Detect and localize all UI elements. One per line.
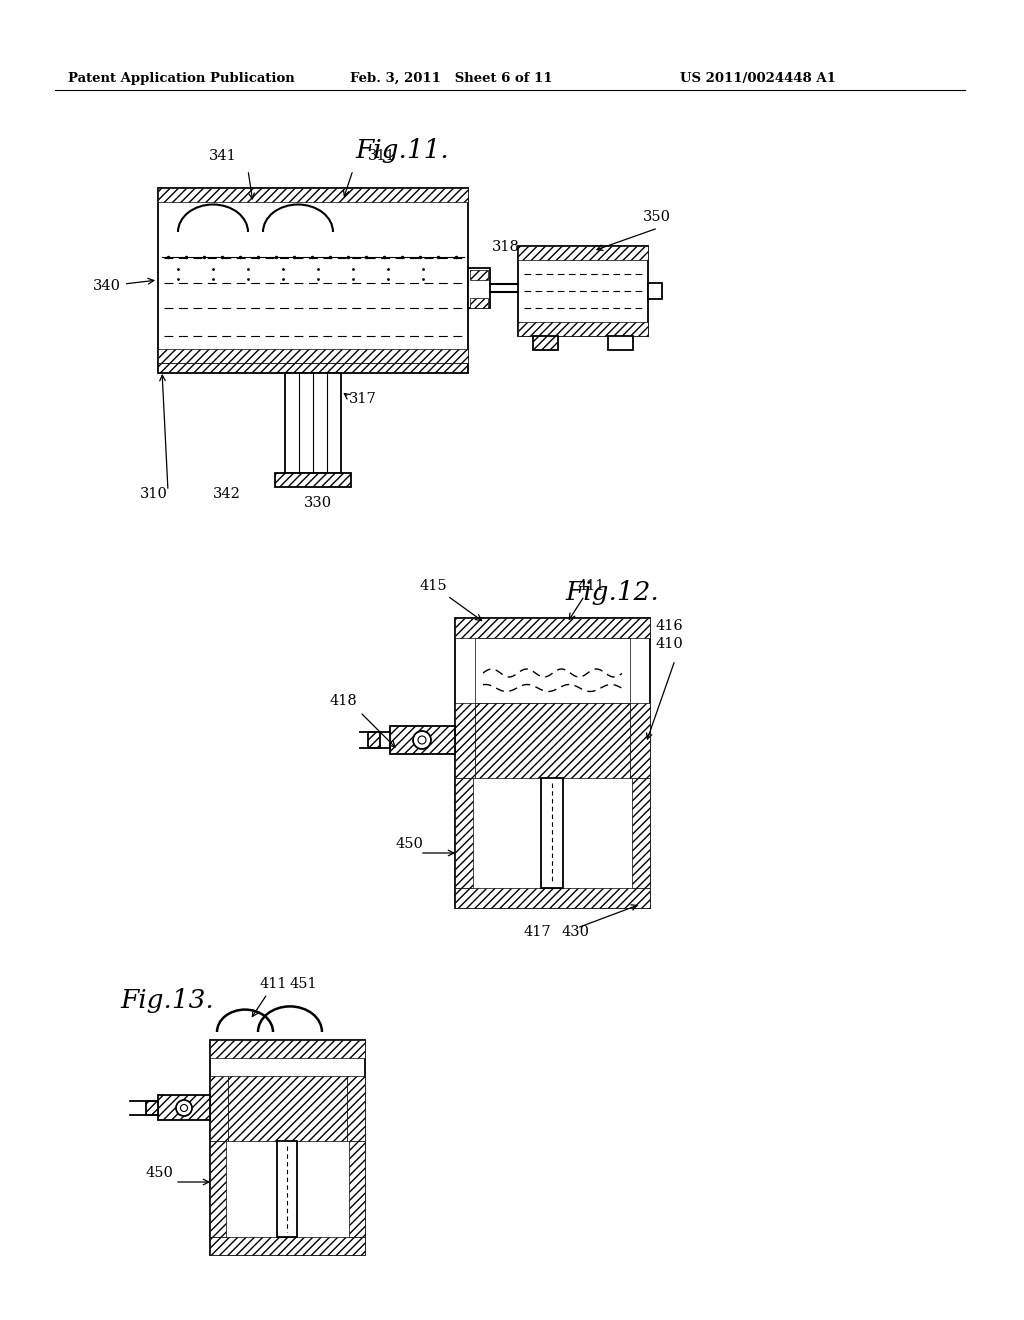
Bar [210,1076,228,1140]
Bar [468,268,490,308]
Text: 430: 430 [562,925,590,939]
Text: 311: 311 [368,149,395,162]
Text: 330: 330 [304,496,332,510]
Bar [455,777,473,888]
Text: Fig.12.: Fig.12. [565,579,658,605]
Text: Feb. 3, 2011   Sheet 6 of 11: Feb. 3, 2011 Sheet 6 of 11 [350,73,553,84]
Text: Fig.11.: Fig.11. [355,139,449,162]
Bar [349,1140,365,1237]
Bar [390,726,455,754]
Bar [518,246,648,260]
Bar [475,638,630,704]
Bar [648,282,662,300]
Text: 450: 450 [145,1166,173,1180]
Text: 342: 342 [213,487,241,502]
Text: 451: 451 [290,977,317,991]
Bar [608,337,633,350]
Bar [470,298,488,308]
Bar [275,473,351,487]
Text: 317: 317 [349,392,377,407]
Text: Patent Application Publication: Patent Application Publication [68,73,295,84]
Bar [146,1101,158,1115]
Circle shape [418,737,426,744]
Bar [210,1237,365,1255]
Text: 418: 418 [330,694,357,708]
Text: Fig.13.: Fig.13. [120,987,214,1012]
Bar [228,1076,347,1140]
Text: 410: 410 [655,638,683,651]
Text: 417: 417 [524,925,552,939]
Bar [210,1040,365,1059]
Text: 411: 411 [252,977,288,1016]
Bar [630,704,650,777]
Circle shape [413,731,431,748]
Bar [158,187,468,202]
Bar [158,187,468,363]
Text: 310: 310 [140,487,168,502]
Bar [347,1076,365,1140]
Bar [455,618,650,908]
Text: 415: 415 [420,579,481,620]
Circle shape [176,1100,193,1115]
Text: 411: 411 [569,579,604,619]
Text: 341: 341 [209,149,237,162]
Bar [632,777,650,888]
Text: 350: 350 [643,210,671,224]
Bar [158,363,468,374]
Text: US 2011/0024448 A1: US 2011/0024448 A1 [680,73,836,84]
Bar [455,704,475,777]
Bar [210,1140,226,1237]
Bar [518,322,648,337]
Bar [541,777,563,888]
Bar [158,348,468,363]
Bar [285,374,341,473]
Bar [158,1096,210,1119]
Bar [278,1140,297,1237]
Bar [534,337,558,350]
Bar [455,888,650,908]
Bar [368,733,380,748]
Bar [210,1040,365,1255]
Bar [475,704,630,777]
Text: 416: 416 [655,619,683,634]
Bar [455,618,650,638]
Text: 450: 450 [395,837,423,851]
Text: 318: 318 [492,240,520,253]
Circle shape [180,1105,187,1111]
Text: 340: 340 [93,279,154,293]
Bar [518,246,648,337]
Bar [470,271,488,280]
